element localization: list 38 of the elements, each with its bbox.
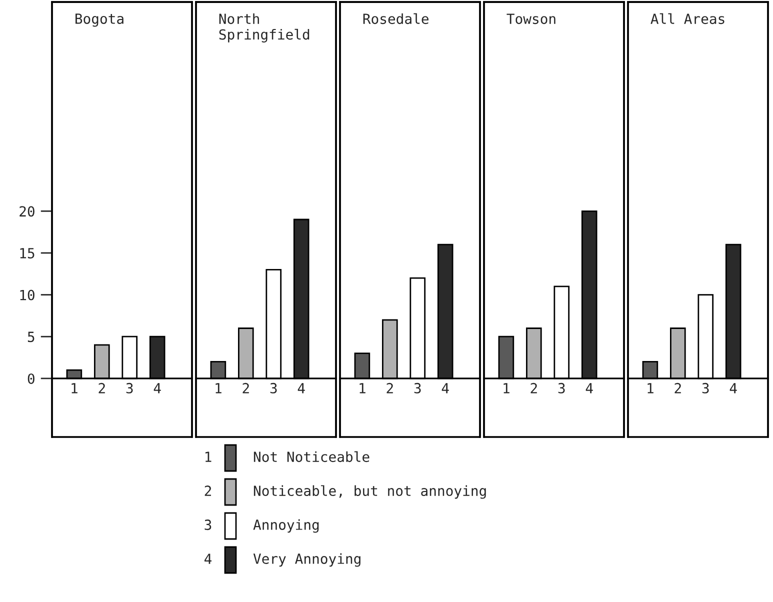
category-label: 4 xyxy=(204,554,212,564)
x-tick-label: 2 xyxy=(674,382,681,394)
x-tick-label: 1 xyxy=(216,383,222,394)
text: Towson xyxy=(506,14,556,24)
category-label: 1 xyxy=(205,452,212,462)
text: All Areas xyxy=(650,13,724,24)
x-tick-label: 1 xyxy=(504,383,510,394)
legend-label: Noticeable, but not annoying xyxy=(254,485,486,499)
x-tick-label: 4 xyxy=(298,383,305,394)
x-tick-label: 4 xyxy=(154,383,161,394)
category-label: 2 xyxy=(204,486,211,496)
x-tick-label: 2 xyxy=(98,382,105,394)
x-tick-label: 3 xyxy=(414,382,421,394)
y-tick-label: 20 xyxy=(20,206,34,217)
x-tick-label: 3 xyxy=(702,382,709,394)
text: Rosedale xyxy=(363,13,428,24)
text: Bogota xyxy=(76,14,124,27)
x-tick-label: 1 xyxy=(360,383,366,394)
x-tick-label: 3 xyxy=(270,382,277,394)
x-tick-label: 1 xyxy=(72,383,78,394)
x-tick-label: 3 xyxy=(558,382,565,394)
legend-label: Not Noticeable xyxy=(254,451,370,462)
y-tick-label: 5 xyxy=(28,332,34,342)
x-tick-label: 4 xyxy=(586,383,593,394)
x-tick-label: 4 xyxy=(730,383,737,394)
x-tick-label: 2 xyxy=(242,382,249,394)
x-tick-label: 4 xyxy=(442,383,449,394)
x-tick-label: 3 xyxy=(126,382,133,394)
x-tick-label: 2 xyxy=(530,382,537,394)
y-tick-label: 10 xyxy=(20,290,34,300)
category-label: 3 xyxy=(204,520,212,530)
legend-label: Very Annoying xyxy=(253,553,360,567)
text: North Springfield xyxy=(219,13,310,42)
x-tick-label: 2 xyxy=(386,382,393,394)
legend-label: Annoying xyxy=(253,519,319,533)
y-tick-label: 15 xyxy=(20,248,34,258)
y-tick-label: 0 xyxy=(28,373,34,384)
x-tick-label: 1 xyxy=(648,383,654,394)
